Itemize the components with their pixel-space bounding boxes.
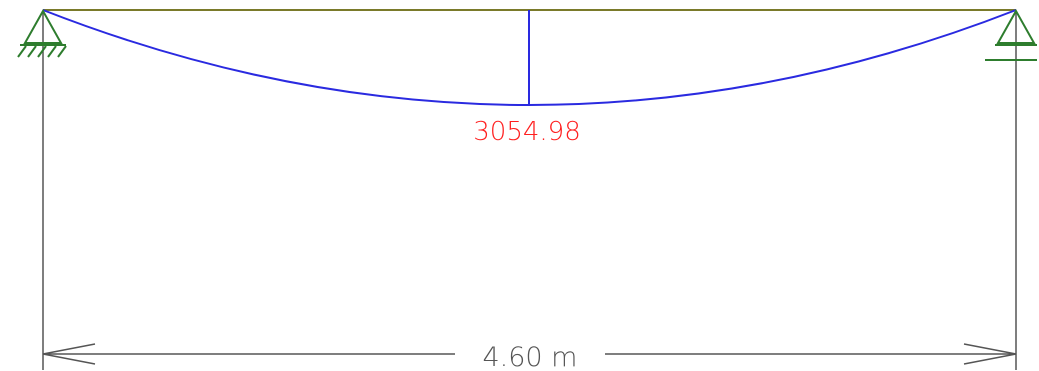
dimension-arrow-right-icon [963, 343, 1017, 365]
pinned-support-icon [17, 8, 67, 58]
dimension-arrow-left-icon [42, 343, 96, 365]
max-moment-label: 3054.98 [473, 117, 581, 147]
span-length-label: 4.60 m [482, 342, 577, 371]
roller-support-icon [985, 8, 1037, 61]
